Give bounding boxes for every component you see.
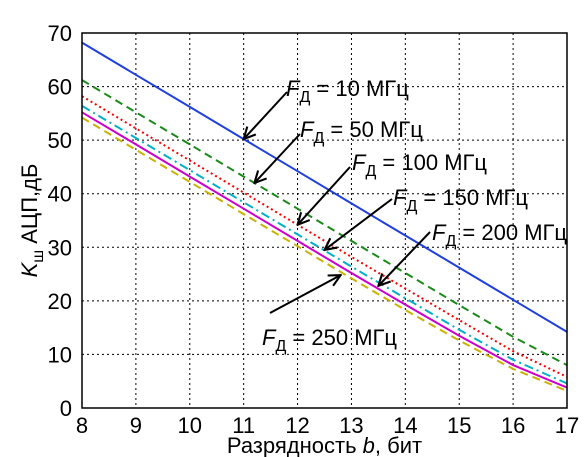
series-line <box>81 105 568 385</box>
grid <box>82 33 567 408</box>
x-axis-label-suffix: , бит <box>375 433 422 457</box>
x-axis-label-prefix: Разрядность <box>227 433 363 457</box>
annotation-label: FД = 50 МГц <box>300 117 423 147</box>
y-tick-label: 20 <box>48 289 72 314</box>
annotation-arrow <box>254 133 301 183</box>
plot-frame <box>81 32 568 409</box>
y-tick-label: 0 <box>60 396 72 421</box>
x-tick-label: 15 <box>447 413 471 438</box>
y-axis-label-suffix: АЦП,дБ <box>17 164 42 250</box>
x-tick-label: 14 <box>393 413 417 438</box>
x-tick-label: 13 <box>339 413 363 438</box>
annotation-arrow <box>298 166 351 225</box>
series-group <box>81 41 568 392</box>
annotation-label: FД = 10 МГц <box>286 76 409 106</box>
annotation-label: FД = 200 МГц <box>432 220 567 250</box>
x-tick-label: 16 <box>501 413 525 438</box>
annotation-arrow <box>378 231 431 286</box>
x-tick-label: 8 <box>76 413 88 438</box>
y-axis-label-var: K <box>17 261 42 277</box>
annotation-arrow <box>325 198 393 250</box>
annotation-arrow <box>244 91 288 139</box>
y-axis-label-sub: ш <box>30 250 47 263</box>
x-tick-label: 11 <box>232 413 255 438</box>
series-line <box>81 79 568 366</box>
y-tick-label: 10 <box>48 342 72 367</box>
y-tick-labels: 0 10 20 30 40 50 60 70 <box>48 21 72 421</box>
x-tick-label: 12 <box>285 413 309 438</box>
x-tick-label: 10 <box>178 413 202 438</box>
annotation-arrow <box>269 275 341 314</box>
series-line <box>81 116 568 392</box>
x-tick-labels: 8 9 10 11 12 13 14 15 16 17 <box>76 413 579 438</box>
x-axis-label-var: b <box>363 433 375 457</box>
series-line <box>81 41 568 333</box>
y-tick-label: 70 <box>48 21 72 46</box>
y-tick-label: 30 <box>48 235 72 260</box>
y-axis-label: Kш АЦП,дБ <box>17 164 47 278</box>
x-axis-label: Разрядность b, бит <box>227 433 422 457</box>
x-tick-label: 9 <box>130 413 142 438</box>
y-tick-label: 60 <box>48 75 72 100</box>
annotation-label: FД = 150 МГц <box>393 185 528 215</box>
x-tick-label: 17 <box>555 413 579 438</box>
series-line <box>81 111 568 389</box>
annotation-label: FД = 100 МГц <box>352 150 487 180</box>
y-tick-label: 40 <box>48 182 72 207</box>
annotation-label: FД = 250 МГц <box>262 325 397 355</box>
y-tick-label: 50 <box>48 128 72 153</box>
